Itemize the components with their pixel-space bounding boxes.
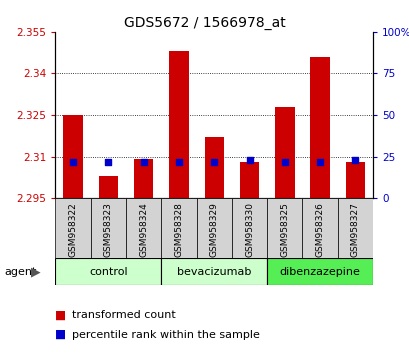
Bar <box>302 198 337 258</box>
Text: GSM958328: GSM958328 <box>174 202 183 257</box>
Text: GSM958326: GSM958326 <box>315 202 324 257</box>
Point <box>316 159 323 165</box>
Bar <box>55 258 161 285</box>
Text: GSM958327: GSM958327 <box>350 202 359 257</box>
Bar <box>204 137 223 198</box>
Text: GDS5672 / 1566978_at: GDS5672 / 1566978_at <box>124 16 285 30</box>
Bar <box>169 51 188 198</box>
Bar <box>98 176 118 198</box>
Point <box>105 159 111 165</box>
Bar <box>55 198 90 258</box>
Text: percentile rank within the sample: percentile rank within the sample <box>72 330 259 339</box>
Text: ■: ■ <box>55 328 66 341</box>
Bar <box>267 258 372 285</box>
Point <box>70 159 76 165</box>
Bar <box>161 198 196 258</box>
Bar <box>274 107 294 198</box>
Point <box>140 159 146 165</box>
Bar <box>126 198 161 258</box>
Text: dibenzazepine: dibenzazepine <box>279 267 360 277</box>
Bar <box>267 198 302 258</box>
Bar <box>134 159 153 198</box>
Point <box>246 157 252 163</box>
Text: bevacizumab: bevacizumab <box>177 267 251 277</box>
Text: agent: agent <box>4 267 36 276</box>
Text: transformed count: transformed count <box>72 310 175 320</box>
Text: GSM958325: GSM958325 <box>280 202 289 257</box>
Point <box>281 159 288 165</box>
Bar <box>231 198 267 258</box>
Bar <box>63 115 83 198</box>
Text: GSM958322: GSM958322 <box>68 202 77 257</box>
Text: GSM958330: GSM958330 <box>245 202 254 257</box>
Text: control: control <box>89 267 127 277</box>
Bar <box>196 198 231 258</box>
Bar <box>161 258 267 285</box>
Text: GSM958323: GSM958323 <box>103 202 112 257</box>
Text: GSM958324: GSM958324 <box>139 202 148 257</box>
Text: GSM958329: GSM958329 <box>209 202 218 257</box>
Point <box>351 157 358 163</box>
Bar <box>345 162 364 198</box>
Bar <box>90 198 126 258</box>
Bar <box>337 198 372 258</box>
Point <box>211 159 217 165</box>
Bar <box>239 162 258 198</box>
Point <box>175 159 182 165</box>
Bar <box>310 57 329 198</box>
Text: ▶: ▶ <box>31 265 41 278</box>
Text: ■: ■ <box>55 309 66 321</box>
